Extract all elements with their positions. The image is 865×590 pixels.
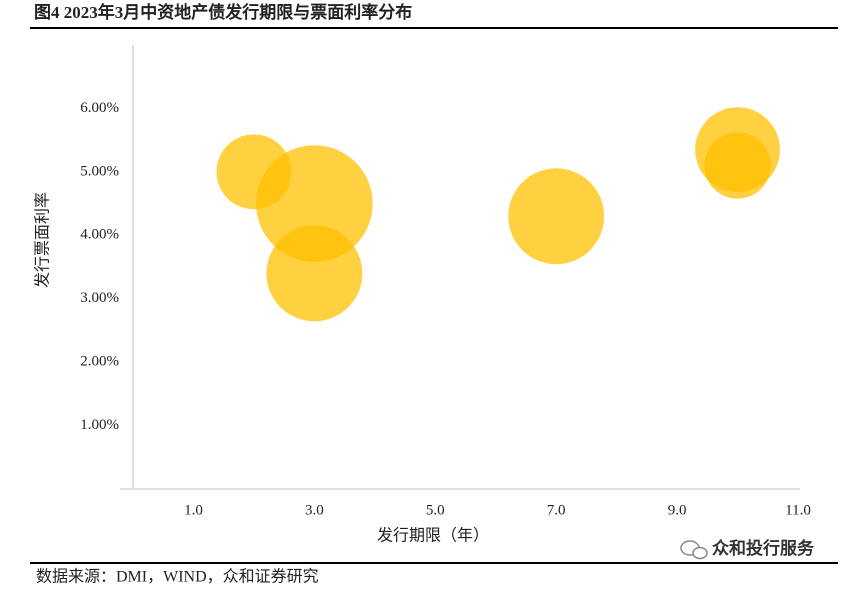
source-note: 数据来源：DMI，WIND，众和证券研究 [36,568,319,586]
x-tick-label: 3.0 [305,502,324,518]
y-axis-title: 发行票面利率 [34,192,52,288]
x-tick-label: 1.0 [184,502,203,518]
x-tick-label: 11.0 [785,502,811,518]
chart-title: 图4 2023年3月中资地产债发行期限与票面利率分布 [34,2,412,22]
x-axis-title: 发行期限（年） [377,527,489,545]
watermark-icon [680,540,708,560]
x-tick-label: 5.0 [426,502,445,518]
x-tick-label: 9.0 [668,502,687,518]
bubble [704,132,771,199]
y-tick-label: 2.00% [80,354,119,370]
watermark: 众和投行服务 [712,538,815,558]
y-tick-label: 5.00% [80,163,119,179]
y-tick-label: 1.00% [80,417,119,433]
bubble [266,225,363,322]
bubble [508,168,605,265]
y-tick-label: 6.00% [80,100,119,116]
bubble [256,145,373,262]
y-tick-label: 4.00% [80,227,119,243]
x-tick-label: 7.0 [547,502,566,518]
y-tick-label: 3.00% [80,290,119,306]
